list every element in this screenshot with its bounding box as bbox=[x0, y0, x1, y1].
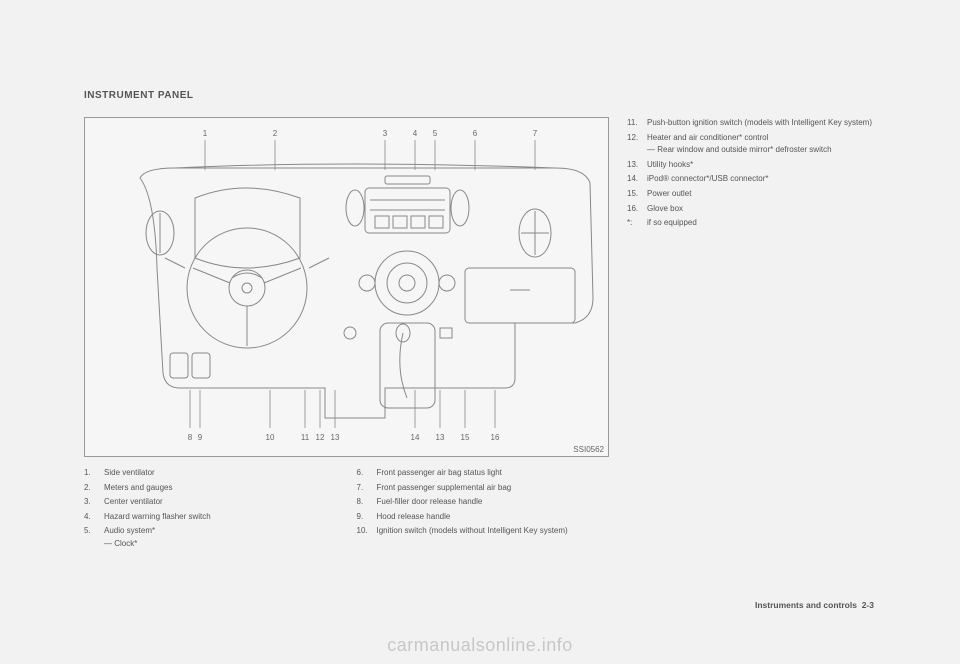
svg-text:8: 8 bbox=[188, 433, 193, 442]
legend-middle: 6.Front passenger air bag status light 7.… bbox=[357, 467, 610, 537]
svg-text:16: 16 bbox=[491, 433, 500, 442]
legend-item: 12.Heater and air conditioner* control bbox=[627, 132, 874, 144]
instrument-panel-figure: 1234567 891011121314131516 SSI0562 bbox=[84, 117, 609, 457]
legend-item: 10.Ignition switch (models without Intel… bbox=[357, 525, 610, 537]
legend-item: 7.Front passenger supplemental air bag bbox=[357, 482, 610, 494]
legend-left: 1.Side ventilator 2.Meters and gauges 3.Ce… bbox=[84, 467, 337, 550]
svg-text:3: 3 bbox=[383, 129, 388, 138]
legend-subline: — Clock* bbox=[104, 538, 337, 550]
legend-item: 16.Glove box bbox=[627, 203, 874, 215]
svg-text:13: 13 bbox=[331, 433, 340, 442]
legend-subline: — Rear window and outside mirror* defros… bbox=[647, 144, 874, 156]
svg-text:11: 11 bbox=[301, 433, 310, 442]
legend-item: 13.Utility hooks* bbox=[627, 159, 874, 171]
svg-text:7: 7 bbox=[533, 129, 538, 138]
svg-text:15: 15 bbox=[461, 433, 470, 442]
legend-item: 11.Push-button ignition switch (models w… bbox=[627, 117, 874, 129]
legend-item: 15.Power outlet bbox=[627, 188, 874, 200]
legend-item: 8.Fuel-filler door release handle bbox=[357, 496, 610, 508]
svg-text:10: 10 bbox=[266, 433, 275, 442]
svg-text:14: 14 bbox=[411, 433, 420, 442]
legend-right: 11.Push-button ignition switch (models w… bbox=[627, 117, 874, 214]
legend-columns: 1.Side ventilator 2.Meters and gauges 3.Ce… bbox=[84, 467, 609, 553]
footnote: *: if so equipped bbox=[627, 217, 874, 229]
svg-text:6: 6 bbox=[473, 129, 478, 138]
svg-text:5: 5 bbox=[433, 129, 438, 138]
svg-text:4: 4 bbox=[413, 129, 418, 138]
svg-text:2: 2 bbox=[273, 129, 278, 138]
legend-item: 2.Meters and gauges bbox=[84, 482, 337, 494]
legend-item: 14.iPod® connector*/USB connector* bbox=[627, 173, 874, 185]
svg-text:1: 1 bbox=[203, 129, 208, 138]
watermark: carmanualsonline.info bbox=[387, 635, 573, 656]
svg-text:12: 12 bbox=[316, 433, 325, 442]
legend-item: 4.Hazard warning flasher switch bbox=[84, 511, 337, 523]
legend-item: 6.Front passenger air bag status light bbox=[357, 467, 610, 479]
figure-id: SSI0562 bbox=[573, 445, 604, 454]
page-footer: Instruments and controls 2-3 bbox=[755, 600, 874, 610]
svg-text:9: 9 bbox=[198, 433, 203, 442]
legend-item: 9.Hood release handle bbox=[357, 511, 610, 523]
svg-text:13: 13 bbox=[436, 433, 445, 442]
legend-item: 5.Audio system* bbox=[84, 525, 337, 537]
legend-item: 1.Side ventilator bbox=[84, 467, 337, 479]
legend-item: 3.Center ventilator bbox=[84, 496, 337, 508]
section-title: INSTRUMENT PANEL bbox=[84, 90, 874, 101]
